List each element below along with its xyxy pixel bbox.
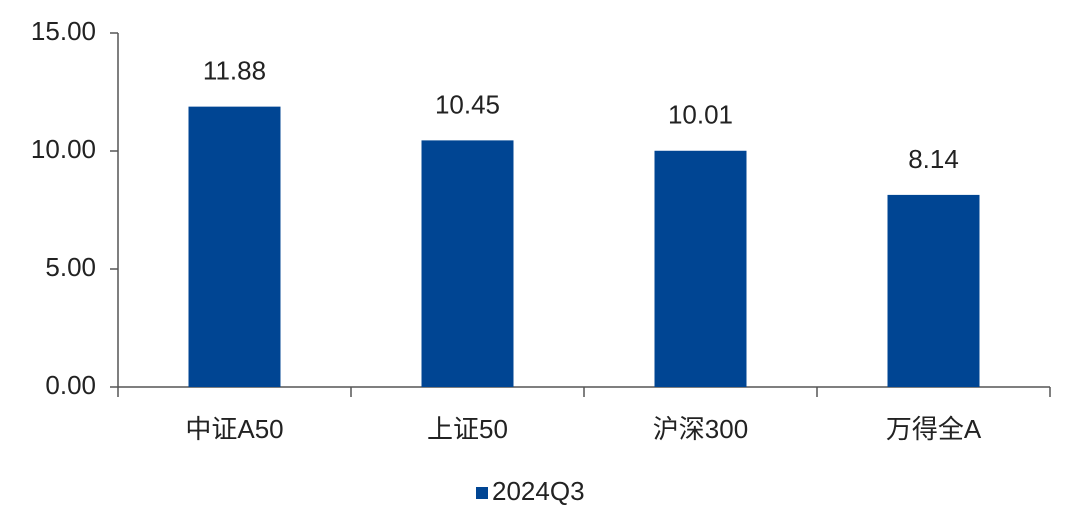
legend-label: 2024Q3 bbox=[492, 476, 585, 506]
bar bbox=[421, 140, 514, 387]
x-tick-label: 沪深300 bbox=[653, 414, 748, 444]
value-label: 10.01 bbox=[668, 100, 733, 130]
y-tick-label: 15.00 bbox=[31, 16, 96, 46]
value-label: 11.88 bbox=[203, 56, 266, 86]
x-tick-label: 万得全A bbox=[886, 414, 982, 444]
value-label: 8.14 bbox=[908, 144, 959, 174]
x-tick-label: 上证50 bbox=[427, 414, 508, 444]
y-tick-label: 5.00 bbox=[45, 252, 96, 282]
value-label: 10.45 bbox=[435, 89, 500, 119]
legend-swatch bbox=[476, 487, 488, 499]
y-tick-label: 0.00 bbox=[45, 370, 96, 400]
y-tick-label: 10.00 bbox=[31, 134, 96, 164]
bar bbox=[188, 106, 281, 387]
bar bbox=[654, 150, 747, 387]
x-tick-label: 中证A50 bbox=[185, 414, 283, 444]
bar bbox=[887, 194, 980, 387]
